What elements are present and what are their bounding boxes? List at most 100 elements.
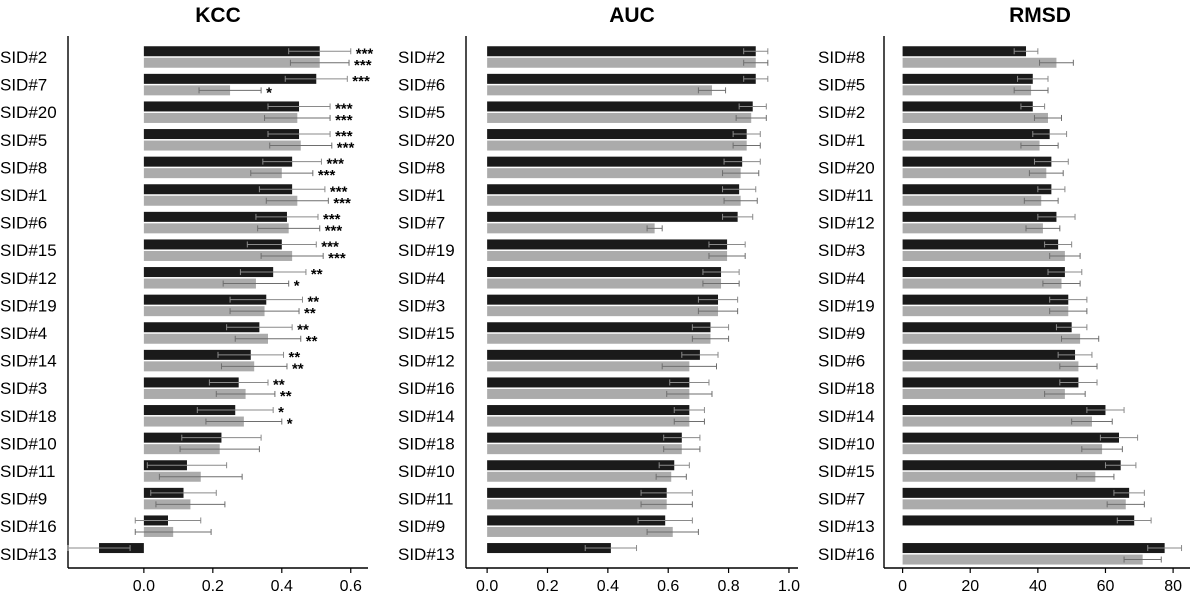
- kcc-category-label: SID#19: [0, 296, 57, 315]
- auc-bar-series-2: [487, 526, 673, 537]
- kcc-significance-label: **: [307, 294, 319, 311]
- auc-bar-series-1: [487, 239, 728, 250]
- auc-error-bar: [732, 142, 761, 149]
- auc-category-label: SID#19: [398, 241, 455, 260]
- rmsd-bar-series-2: [902, 278, 1062, 289]
- kcc-significance-label: ***: [352, 73, 370, 90]
- auc-bar-series-2: [487, 416, 690, 427]
- rmsd-error-bar: [1123, 556, 1162, 563]
- kcc-significance-label: ***: [318, 167, 336, 184]
- kcc-significance-label: ***: [326, 156, 344, 173]
- auc-category-label: SID#20: [398, 131, 455, 150]
- rmsd-bar-series-1: [902, 73, 1033, 84]
- rmsd-error-bar: [1049, 296, 1088, 303]
- auc-error-bar: [681, 351, 719, 358]
- kcc-significance-label: ***: [321, 238, 339, 255]
- kcc-category-label: SID#9: [0, 490, 47, 509]
- rmsd-error-bar: [1113, 489, 1145, 496]
- kcc-error-bar: [257, 225, 321, 232]
- kcc-bar-series-2: [143, 57, 320, 68]
- kcc-category-label: SID#8: [0, 158, 47, 177]
- auc-error-bar: [673, 407, 705, 414]
- kcc-category-label: SID#12: [0, 269, 57, 288]
- kcc-significance-label: *: [266, 84, 272, 101]
- kcc-bar-series-2: [143, 140, 301, 151]
- kcc-error-bar: [67, 545, 131, 552]
- kcc-significance-label: ***: [335, 100, 353, 117]
- auc-error-bar: [708, 241, 746, 248]
- rmsd-bar-series-1: [902, 515, 1135, 526]
- kcc-significance-label: ***: [328, 250, 346, 267]
- auc-error-bar: [722, 186, 757, 193]
- rmsd-bar-series-2: [902, 57, 1057, 68]
- kcc-category-label: SID#20: [0, 103, 57, 122]
- rmsd-error-bar: [1071, 418, 1113, 425]
- kcc-bar-series-1: [143, 101, 300, 112]
- rmsd-bar-series-1: [902, 156, 1052, 167]
- kcc-significance-label: **: [289, 349, 301, 366]
- auc-bar-series-2: [487, 85, 712, 96]
- rmsd-bar-series-2: [902, 471, 1096, 482]
- rmsd-error-bar: [1147, 545, 1183, 552]
- kcc-category-label: SID#16: [0, 517, 57, 536]
- auc-error-bar: [663, 434, 701, 441]
- kcc-error-bar: [208, 379, 269, 386]
- auc-bar-series-2: [487, 168, 741, 179]
- auc-error-bar: [655, 473, 687, 480]
- rmsd-error-bar: [1020, 142, 1059, 149]
- rmsd-error-bar: [1037, 186, 1066, 193]
- rmsd-bar-series-2: [902, 388, 1065, 399]
- rmsd-bar-series-1: [902, 184, 1052, 195]
- rmsd-error-bar: [1020, 103, 1046, 110]
- rmsd-x-tick-label: 40: [1029, 578, 1047, 593]
- rmsd-bar-series-2: [902, 168, 1047, 179]
- rmsd-bar-series-2: [902, 85, 1032, 96]
- rmsd-bar-series-2: [902, 306, 1069, 317]
- rmsd-category-label: SID#6: [818, 352, 865, 371]
- auc-x-tick-label: 1.0: [778, 578, 800, 593]
- kcc-significance-label: ***: [333, 195, 351, 212]
- auc-bar-series-2: [487, 112, 752, 123]
- auc-error-bar: [666, 390, 713, 397]
- rmsd-bar-series-1: [902, 46, 1027, 57]
- auc-category-label: SID#6: [398, 76, 445, 95]
- kcc-error-bar: [267, 131, 331, 138]
- kcc-category-label: SID#4: [0, 324, 47, 343]
- auc-error-bar: [640, 501, 693, 508]
- auc-bar-series-2: [487, 140, 747, 151]
- auc-bar-series-2: [487, 57, 756, 68]
- rmsd-error-bar: [1059, 363, 1098, 370]
- rmsd-error-bar: [1023, 197, 1059, 204]
- kcc-bar-series-2: [143, 168, 282, 179]
- rmsd-error-bar: [1049, 308, 1088, 315]
- kcc-error-bar: [215, 390, 276, 397]
- auc-bar-series-1: [487, 184, 740, 195]
- rmsd-x-tick-label: 60: [1097, 578, 1115, 593]
- auc-category-label: SID#1: [398, 186, 445, 205]
- auc-category-label: SID#16: [398, 379, 455, 398]
- kcc-error-bar: [150, 489, 217, 496]
- kcc-error-bar: [181, 434, 262, 441]
- auc-category-label: SID#5: [398, 103, 445, 122]
- kcc-error-bar: [269, 142, 333, 149]
- kcc-significance-label: **: [311, 266, 323, 283]
- auc-bar-series-1: [487, 322, 711, 333]
- auc-bar-series-2: [487, 250, 728, 261]
- kcc-category-label: SID#14: [0, 352, 57, 371]
- kcc-bar-series-2: [143, 250, 293, 261]
- kcc-category-label: SID#6: [0, 214, 47, 233]
- auc-error-bar: [697, 308, 739, 315]
- kcc-bar-series-1: [143, 405, 236, 416]
- auc-error-bar: [637, 517, 693, 524]
- rmsd-category-label: SID#4: [818, 269, 865, 288]
- rmsd-x-tick-label: 80: [1164, 578, 1182, 593]
- kcc-significance-label: ***: [335, 112, 353, 129]
- kcc-category-label: SID#3: [0, 379, 47, 398]
- kcc-bar-series-2: [143, 223, 289, 234]
- rmsd-bar-series-2: [902, 361, 1079, 372]
- rmsd-bar-series-2: [902, 499, 1126, 510]
- auc-bar-series-1: [487, 101, 753, 112]
- auc-error-bar: [735, 114, 767, 121]
